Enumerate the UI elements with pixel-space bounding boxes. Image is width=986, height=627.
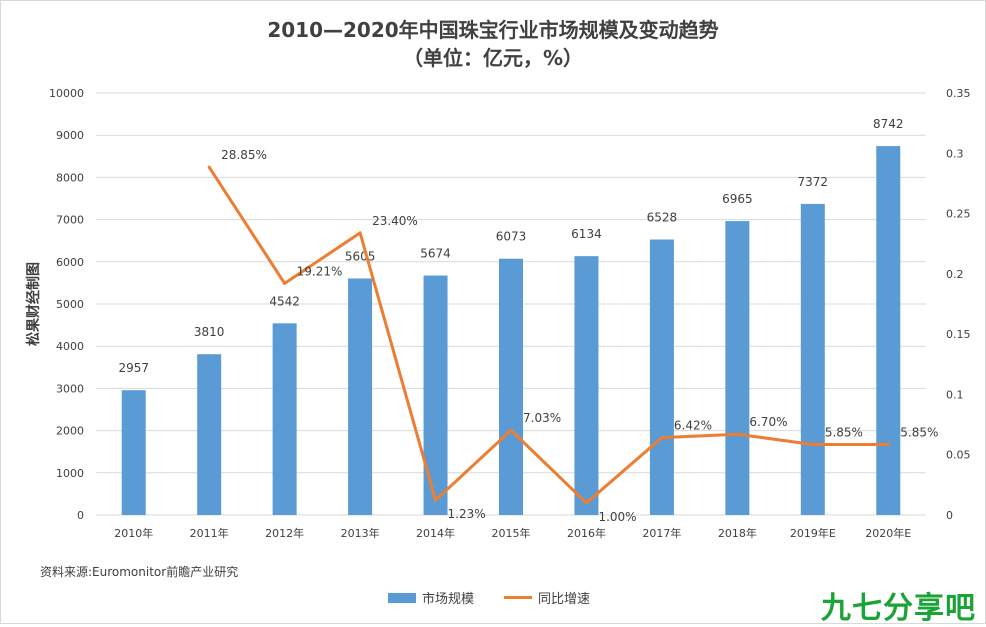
bar-data-label: 6134 — [571, 227, 602, 241]
x-tick-label: 2017年 — [642, 526, 681, 540]
legend-swatch-market-size — [388, 592, 416, 603]
y-left-tick-label: 5000 — [56, 298, 84, 311]
x-tick-label: 2015年 — [492, 526, 531, 540]
y-right-tick-label: 0.1 — [946, 388, 964, 401]
y-right-tick-label: 0.25 — [946, 208, 971, 221]
legend: 市场规模 同比增速 — [388, 588, 590, 607]
bar — [197, 354, 222, 515]
x-tick-label: 2013年 — [341, 526, 380, 540]
line-point — [735, 432, 739, 436]
bar — [423, 275, 448, 515]
y-right-tick-label: 0.35 — [946, 87, 971, 100]
line-data-label: 19.21% — [297, 264, 343, 278]
y-right-tick-label: 0 — [946, 509, 953, 522]
bar-data-label: 6528 — [647, 211, 678, 225]
legend-label-market-size: 市场规模 — [422, 592, 475, 607]
x-tick-label: 2010年 — [114, 526, 153, 540]
bar — [876, 146, 901, 516]
bar-data-label: 2957 — [118, 361, 149, 375]
line-point — [207, 165, 211, 169]
y-left-tick-label: 7000 — [56, 214, 84, 227]
line-data-label: 6.42% — [674, 419, 712, 433]
y-left-tick-label: 1000 — [56, 467, 84, 480]
line-data-label: 7.03% — [523, 411, 561, 425]
line-data-label: 5.85% — [900, 425, 938, 439]
y-right-tick-label: 0.05 — [946, 449, 971, 462]
bar — [725, 221, 750, 515]
bar-data-label: 5605 — [345, 249, 376, 263]
y-right-tick-label: 0.3 — [946, 147, 964, 160]
line-point — [811, 442, 815, 446]
y-left-tick-label: 4000 — [56, 340, 84, 353]
bar-data-label: 6965 — [722, 192, 753, 206]
bar — [800, 203, 825, 515]
bar — [499, 258, 523, 515]
line-data-label: 23.40% — [372, 214, 418, 228]
x-tick-label: 2018年 — [718, 526, 757, 540]
legend-swatch-growth — [504, 596, 533, 599]
bar-data-label: 5674 — [420, 247, 451, 261]
y-right-tick-label: 0.15 — [946, 328, 971, 341]
line-point — [283, 281, 287, 285]
y-axis-label: 松果财经制图 — [25, 262, 42, 346]
line-data-label: 28.85% — [221, 148, 267, 162]
bar-data-label: 8742 — [873, 117, 904, 131]
legend-label-growth: 同比增速 — [538, 592, 591, 607]
bar-data-label: 3810 — [194, 325, 225, 339]
y-left-tick-label: 9000 — [56, 129, 84, 142]
line-point — [886, 442, 890, 446]
line-point — [660, 436, 664, 440]
y-left-tick-label: 2000 — [56, 425, 84, 438]
bar — [574, 256, 599, 515]
line-data-label: 6.70% — [749, 415, 787, 429]
line-point — [358, 231, 362, 235]
line-data-label: 5.85% — [825, 425, 863, 439]
bar — [272, 323, 297, 515]
bar — [121, 390, 146, 515]
line-data-label: 1.23% — [448, 507, 486, 521]
bar-data-label: 6073 — [496, 230, 527, 244]
x-tick-label: 2012年 — [265, 526, 304, 540]
line-point — [434, 498, 438, 502]
growth-line — [207, 166, 889, 505]
y-right-tick-label: 0.2 — [946, 268, 964, 281]
y-left-tick-label: 0 — [77, 509, 84, 522]
y-left-tick-label: 8000 — [56, 171, 84, 184]
x-tick-label: 2020年E — [865, 526, 911, 540]
chart-title: 2010—2020年中国珠宝行业市场规模及变动趋势 — [267, 18, 719, 42]
y-left-tick-label: 10000 — [49, 87, 84, 100]
x-tick-label: 2011年 — [190, 526, 229, 540]
line-data-label: 1.00% — [598, 510, 636, 524]
line-point — [584, 501, 588, 505]
x-tick-label: 2016年 — [567, 526, 606, 540]
bar-data-label: 4542 — [269, 294, 300, 308]
x-tick-label: 2014年 — [416, 526, 455, 540]
bar — [348, 278, 373, 515]
source-note: 资料来源:Euromonitor前瞻产业研究 — [40, 565, 239, 579]
line-point — [509, 428, 513, 432]
bar-data-label: 7372 — [798, 175, 829, 189]
watermark-logo: 九七分享吧 — [821, 591, 976, 626]
chart-subtitle: （单位：亿元，%） — [402, 46, 584, 70]
bar — [649, 239, 674, 515]
x-tick-label: 2019年E — [790, 526, 836, 540]
y-left-tick-label: 3000 — [56, 382, 84, 395]
y-left-tick-label: 6000 — [56, 256, 84, 269]
